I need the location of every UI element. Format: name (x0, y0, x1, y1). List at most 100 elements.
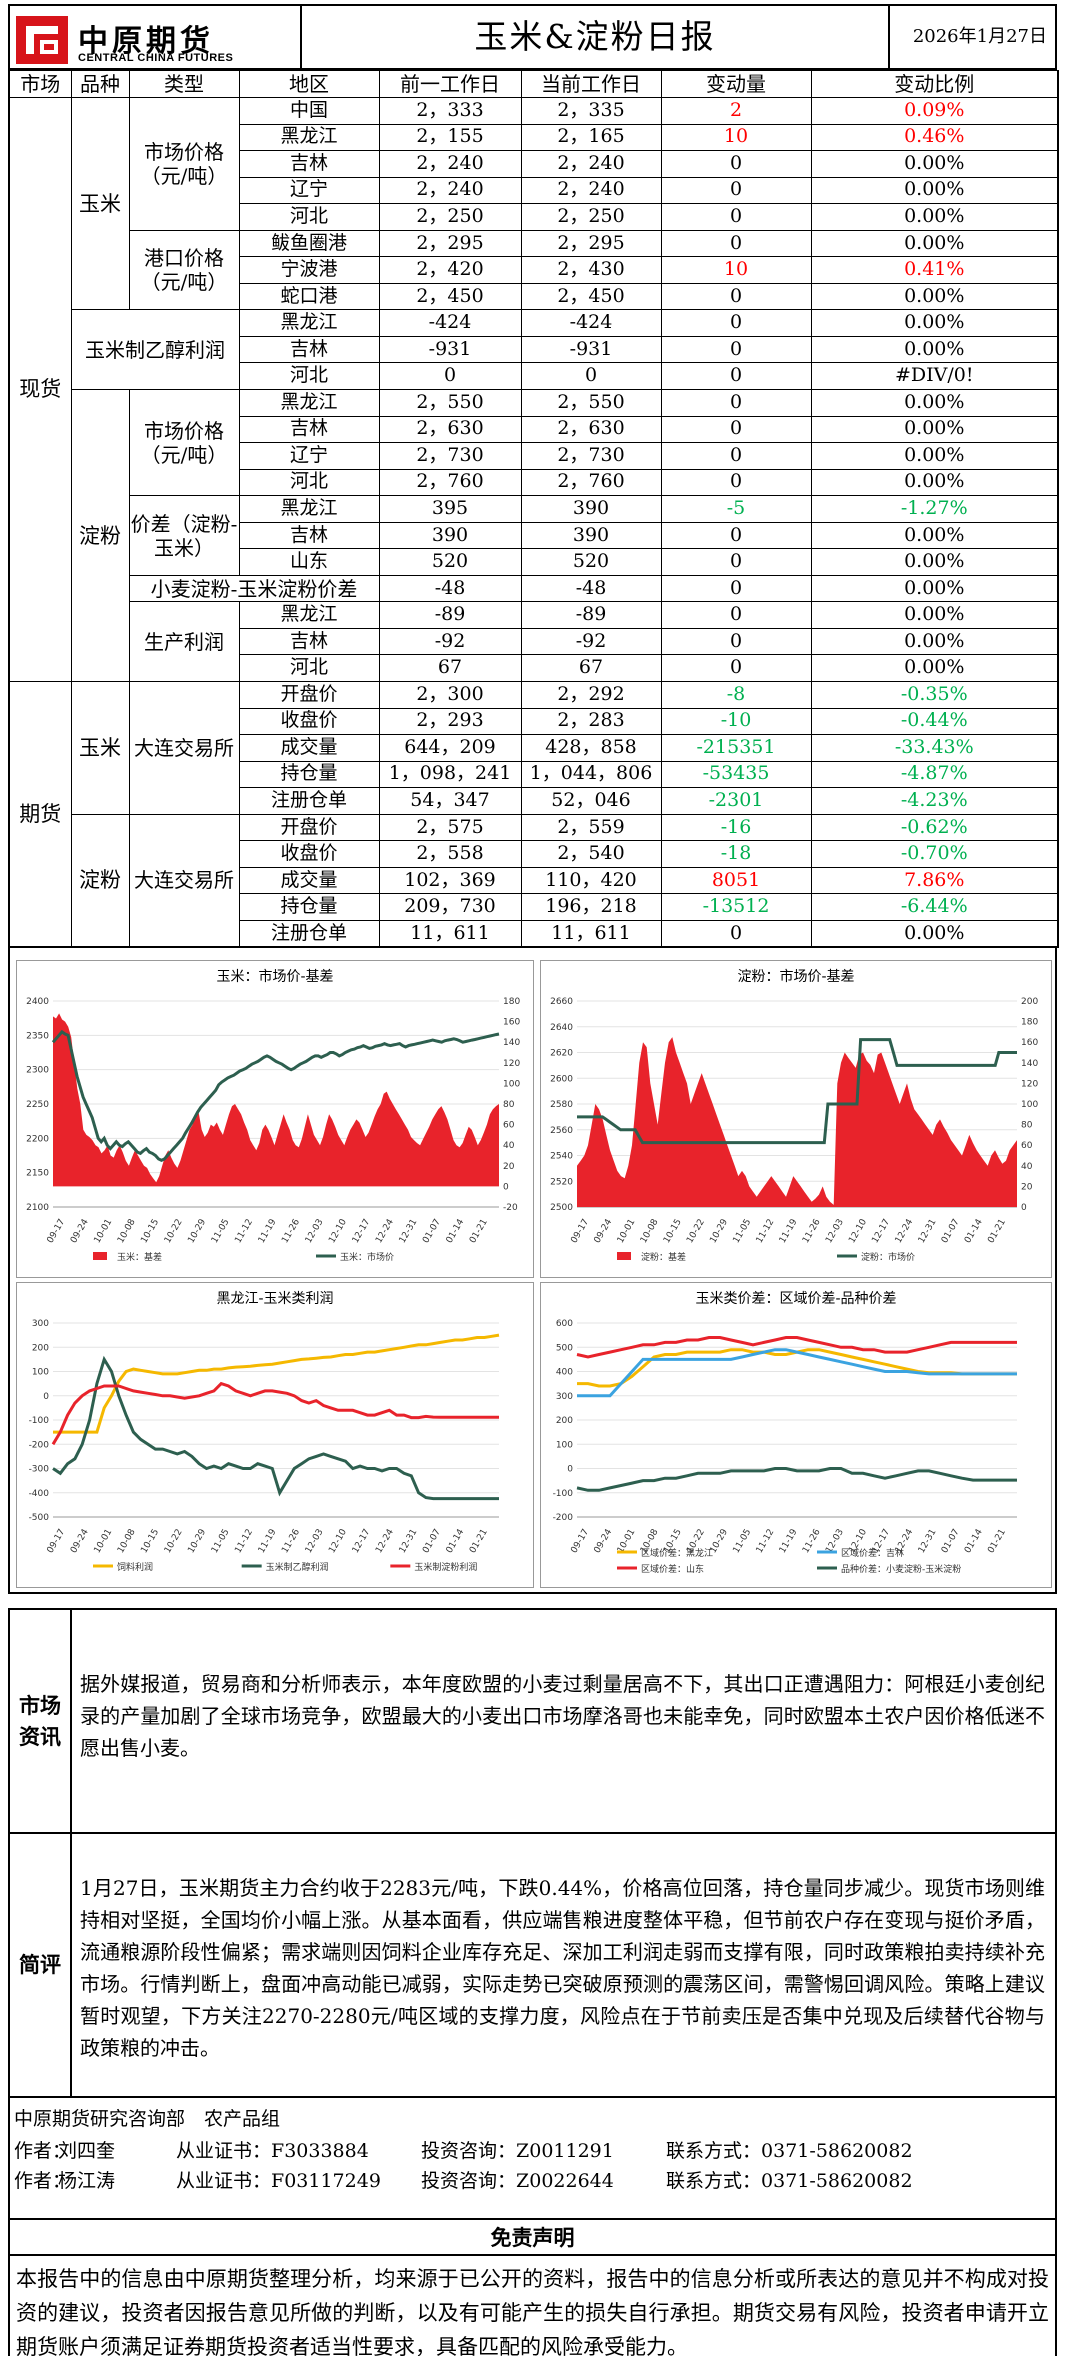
prev-value: 2，558 (378, 840, 522, 868)
table-row: 注册仓单 54，347 52，046 -2301 -4.23% (9, 787, 1059, 815)
curr-value: -424 (520, 309, 662, 337)
chart-svg: 淀粉：市场价-基差 2500 2520 2540 2560 2580 2600 2620 264… (550, 968, 1038, 1263)
y2-tick-label: 140 (1021, 1059, 1038, 1069)
x-tick-label: 09-17 (46, 1528, 68, 1556)
x-tick-label: 09-24 (69, 1527, 91, 1555)
type-production-profit: 生产利润 (128, 601, 240, 683)
x-tick-label: 10-22 (685, 1218, 707, 1246)
change-value: 8051 (660, 866, 812, 895)
prev-value: 1，098，241 (378, 760, 522, 789)
table-row: 山东 520 520 0 0.00% (9, 548, 1059, 576)
table-row: 吉林 390 390 0 0.00% (9, 521, 1059, 550)
region: 河北 (238, 203, 380, 231)
legend-label: 玉米制淀粉利润 (414, 1561, 477, 1573)
table-row: 生产利润 黑龙江 -89 -89 0 0.00% (9, 601, 1059, 683)
y-tick-label: -500 (29, 1513, 50, 1523)
column-header: 变动量 (660, 70, 812, 98)
author-row-2: 作者：杨江涛 从业证书：F03117249 投资咨询：Z0022644 联系方式：03… (14, 2166, 913, 2193)
metric: 注册仓单 (238, 787, 380, 815)
change-value: 0 (660, 548, 812, 576)
change-pct: -0.35% (810, 681, 1059, 709)
x-tick-label: 01-07 (421, 1218, 443, 1246)
table-row: 淀粉 市场价格（元/吨） 黑龙江 2，550 2，550 0 0.00% (9, 389, 1059, 683)
x-tick-label: 09-24 (593, 1217, 615, 1245)
prev-value: -48 (378, 574, 522, 603)
chart-svg: 玉米类价差：区域价差-品种价差 -200 -100 0 100 200 300 400 500 6… (553, 1291, 1017, 1575)
report: 中原期货 CENTRAL CHINA FUTURES 玉米&淀粉日报 2026年… (8, 4, 1059, 2356)
region: 吉林 (238, 150, 380, 178)
x-tick-label: 11-19 (778, 1217, 800, 1245)
curr-value: 2，450 (520, 282, 662, 311)
y-tick-label: 2500 (550, 1203, 573, 1213)
y-tick-label: 2600 (550, 1074, 573, 1084)
x-tick-label: 01-14 (963, 1217, 985, 1245)
metric: 持仓量 (238, 893, 380, 921)
region: 中国 (238, 97, 380, 125)
x-tick-label: 01-14 (963, 1527, 985, 1555)
change-value: -16 (660, 813, 812, 842)
y2-tick-label: 40 (503, 1141, 515, 1151)
x-tick-label: 12-03 (824, 1218, 846, 1246)
y-tick-label: 2300 (26, 1066, 49, 1076)
change-pct: 0.00% (810, 574, 1059, 603)
y2-tick-label: 60 (1021, 1141, 1033, 1151)
prev-value: 395 (378, 495, 522, 523)
curr-value: -931 (520, 335, 662, 364)
x-tick-label: 12-31 (398, 1218, 420, 1246)
y2-tick-label: 40 (1021, 1162, 1033, 1172)
prev-value: 2，760 (378, 468, 522, 497)
y-tick-label: -400 (29, 1489, 50, 1499)
column-header: 类型 (128, 70, 240, 98)
table-row: 吉林 2，630 2，630 0 0.00% (9, 415, 1059, 444)
change-value: 0 (660, 203, 812, 231)
x-tick-label: 09-24 (593, 1527, 615, 1555)
change-value: -8 (660, 681, 812, 709)
market-futures: 期货 (8, 681, 72, 948)
x-tick-label: 12-31 (917, 1528, 939, 1556)
curr-value: -89 (520, 601, 662, 629)
x-tick-label: 10-29 (186, 1217, 208, 1245)
curr-value: 2，559 (520, 813, 662, 842)
table-row: 成交量 102，369 110，420 8051 7.86% (9, 866, 1059, 895)
change-value: 0 (660, 335, 812, 364)
curr-value: 2，760 (520, 468, 662, 497)
x-tick-label: 12-03 (304, 1528, 326, 1556)
y2-tick-label: 0 (503, 1182, 509, 1192)
news-label: 市场资讯 (10, 1610, 72, 1832)
region: 吉林 (238, 415, 380, 444)
y2-tick-label: 160 (503, 1018, 520, 1028)
region: 辽宁 (238, 176, 380, 205)
type-wheat-spread: 小麦淀粉-玉米淀粉价差 (128, 574, 380, 603)
type-spread: 价差（淀粉-玉米） (128, 495, 240, 576)
variety-starch: 淀粉 (70, 813, 130, 948)
x-tick-label: 10-08 (116, 1527, 138, 1555)
x-tick-label: 01-07 (940, 1528, 962, 1556)
curr-value: 2，630 (520, 415, 662, 444)
curr-value: 2，430 (520, 256, 662, 284)
x-tick-label: 11-12 (233, 1218, 255, 1246)
y-tick-label: 300 (32, 1319, 49, 1329)
x-tick-label: 10-08 (116, 1217, 138, 1245)
prev-value: 520 (378, 548, 522, 576)
change-pct: -6.44% (810, 893, 1059, 921)
review-section: 简评 1月27日，玉米期货主力合约收于2283元/吨，下跌0.44%，价格高位回… (8, 1834, 1057, 2098)
y-tick-label: 500 (556, 1343, 573, 1353)
y2-tick-label: 160 (1021, 1038, 1038, 1048)
chart-heilongjiang-profit: 黑龙江-玉米类利润 -500 -400 -300 -200 -100 0 100 200 300 0… (16, 1282, 534, 1588)
change-value: 0 (660, 176, 812, 205)
curr-value: 520 (520, 548, 662, 576)
change-value: 0 (660, 442, 812, 470)
curr-value: -48 (520, 574, 662, 603)
change-pct: -0.62% (810, 813, 1059, 842)
change-pct: 0.00% (810, 654, 1059, 683)
x-tick-label: 10-15 (139, 1218, 161, 1246)
change-value: 0 (660, 521, 812, 550)
legend-label: 饲料利润 (117, 1561, 153, 1573)
x-tick-label: 01-21 (468, 1218, 490, 1246)
table-row: 辽宁 2，730 2，730 0 0.00% (9, 442, 1059, 470)
curr-value: 110，420 (520, 866, 662, 895)
region: 河北 (238, 654, 380, 683)
x-tick-label: 01-07 (940, 1218, 962, 1246)
change-pct: 0.46% (810, 123, 1059, 152)
y-tick-label: 0 (43, 1392, 49, 1402)
